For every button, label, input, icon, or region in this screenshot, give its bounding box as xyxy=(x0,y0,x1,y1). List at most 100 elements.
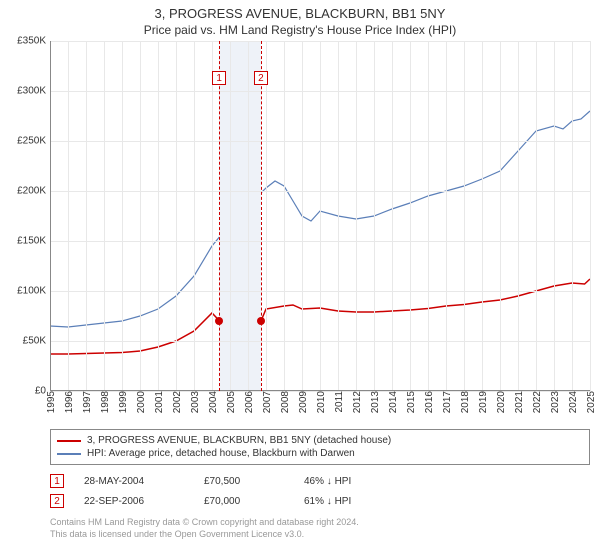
x-axis-label: 2008 xyxy=(280,391,291,413)
gridline-v xyxy=(302,41,303,391)
sale-flag: 1 xyxy=(212,71,226,85)
x-axis-label: 2023 xyxy=(550,391,561,413)
sales-row: 2 22-SEP-2006 £70,000 61% ↓ HPI xyxy=(50,491,590,511)
gridline-v xyxy=(392,41,393,391)
y-axis-label: £100K xyxy=(17,286,46,297)
sales-table: 1 28-MAY-2004 £70,500 46% ↓ HPI 2 22-SEP-2006… xyxy=(50,471,590,511)
x-axis-label: 2004 xyxy=(208,391,219,413)
gridline-v xyxy=(572,41,573,391)
x-axis-label: 2007 xyxy=(262,391,273,413)
gridline-v xyxy=(122,41,123,391)
sales-row-price: £70,000 xyxy=(204,496,284,507)
y-axis-line xyxy=(50,41,51,391)
sale-dot xyxy=(215,317,223,325)
x-axis-label: 2025 xyxy=(586,391,597,413)
chart-plot-area: £0£50K£100K£150K£200K£250K£300K£350K1995… xyxy=(50,41,590,391)
x-axis-label: 2001 xyxy=(154,391,165,413)
gridline-v xyxy=(248,41,249,391)
x-axis-label: 2014 xyxy=(388,391,399,413)
footer-attribution: Contains HM Land Registry data © Crown c… xyxy=(50,517,590,540)
legend-row: 3, PROGRESS AVENUE, BLACKBURN, BB1 5NY (… xyxy=(57,434,583,447)
gridline-v xyxy=(590,41,591,391)
x-axis-label: 2021 xyxy=(514,391,525,413)
gridline-v xyxy=(500,41,501,391)
y-axis-label: £0 xyxy=(35,386,46,397)
y-axis-label: £350K xyxy=(17,36,46,47)
sales-row-pct: 61% ↓ HPI xyxy=(304,496,404,507)
sales-row-flag: 2 xyxy=(50,494,64,508)
x-axis-label: 1998 xyxy=(100,391,111,413)
sale-marker-line xyxy=(261,41,262,391)
x-axis-label: 2016 xyxy=(424,391,435,413)
sale-marker-line xyxy=(219,41,220,391)
gridline-v xyxy=(482,41,483,391)
sales-row-pct: 46% ↓ HPI xyxy=(304,476,404,487)
gridline-v xyxy=(194,41,195,391)
y-axis-label: £300K xyxy=(17,86,46,97)
gridline-v xyxy=(68,41,69,391)
legend-swatch xyxy=(57,440,81,442)
footer-line-2: This data is licensed under the Open Gov… xyxy=(50,529,590,541)
x-axis-label: 2009 xyxy=(298,391,309,413)
legend-label: 3, PROGRESS AVENUE, BLACKBURN, BB1 5NY (… xyxy=(87,435,391,446)
gridline-v xyxy=(212,41,213,391)
sales-row-date: 28-MAY-2004 xyxy=(84,476,184,487)
x-axis-label: 2002 xyxy=(172,391,183,413)
gridline-v xyxy=(536,41,537,391)
legend-swatch xyxy=(57,453,81,455)
x-axis-label: 2017 xyxy=(442,391,453,413)
x-axis-label: 2011 xyxy=(334,391,345,413)
x-axis-line xyxy=(50,390,590,391)
x-axis-label: 2013 xyxy=(370,391,381,413)
gridline-v xyxy=(356,41,357,391)
sales-row: 1 28-MAY-2004 £70,500 46% ↓ HPI xyxy=(50,471,590,491)
x-axis-label: 2022 xyxy=(532,391,543,413)
chart-title: 3, PROGRESS AVENUE, BLACKBURN, BB1 5NY xyxy=(0,0,600,21)
sales-row-price: £70,500 xyxy=(204,476,284,487)
chart-subtitle: Price paid vs. HM Land Registry's House … xyxy=(0,21,600,41)
x-axis-label: 1997 xyxy=(82,391,93,413)
y-axis-label: £50K xyxy=(23,336,46,347)
gridline-v xyxy=(338,41,339,391)
legend-box: 3, PROGRESS AVENUE, BLACKBURN, BB1 5NY (… xyxy=(50,429,590,465)
gridline-v xyxy=(86,41,87,391)
y-axis-label: £150K xyxy=(17,236,46,247)
gridline-v xyxy=(410,41,411,391)
x-axis-label: 2012 xyxy=(352,391,363,413)
sale-flag: 2 xyxy=(254,71,268,85)
gridline-v xyxy=(158,41,159,391)
x-axis-label: 2024 xyxy=(568,391,579,413)
gridline-v xyxy=(428,41,429,391)
gridline-v xyxy=(176,41,177,391)
gridline-v xyxy=(320,41,321,391)
x-axis-label: 2003 xyxy=(190,391,201,413)
legend-label: HPI: Average price, detached house, Blac… xyxy=(87,448,355,459)
gridline-v xyxy=(284,41,285,391)
gridline-v xyxy=(446,41,447,391)
y-axis-label: £250K xyxy=(17,136,46,147)
x-axis-label: 2019 xyxy=(478,391,489,413)
gridline-v xyxy=(230,41,231,391)
gridline-v xyxy=(554,41,555,391)
x-axis-label: 1999 xyxy=(118,391,129,413)
sales-row-date: 22-SEP-2006 xyxy=(84,496,184,507)
x-axis-label: 2000 xyxy=(136,391,147,413)
sales-row-flag: 1 xyxy=(50,474,64,488)
x-axis-label: 2010 xyxy=(316,391,327,413)
gridline-v xyxy=(374,41,375,391)
y-axis-label: £200K xyxy=(17,186,46,197)
footer-line-1: Contains HM Land Registry data © Crown c… xyxy=(50,517,590,529)
x-axis-label: 2018 xyxy=(460,391,471,413)
x-axis-label: 2005 xyxy=(226,391,237,413)
sale-dot xyxy=(257,317,265,325)
x-axis-label: 1996 xyxy=(64,391,75,413)
x-axis-label: 2020 xyxy=(496,391,507,413)
x-axis-label: 2015 xyxy=(406,391,417,413)
gridline-v xyxy=(266,41,267,391)
gridline-v xyxy=(464,41,465,391)
gridline-v xyxy=(518,41,519,391)
gridline-v xyxy=(104,41,105,391)
x-axis-label: 2006 xyxy=(244,391,255,413)
gridline-v xyxy=(140,41,141,391)
marker-band xyxy=(219,41,261,391)
